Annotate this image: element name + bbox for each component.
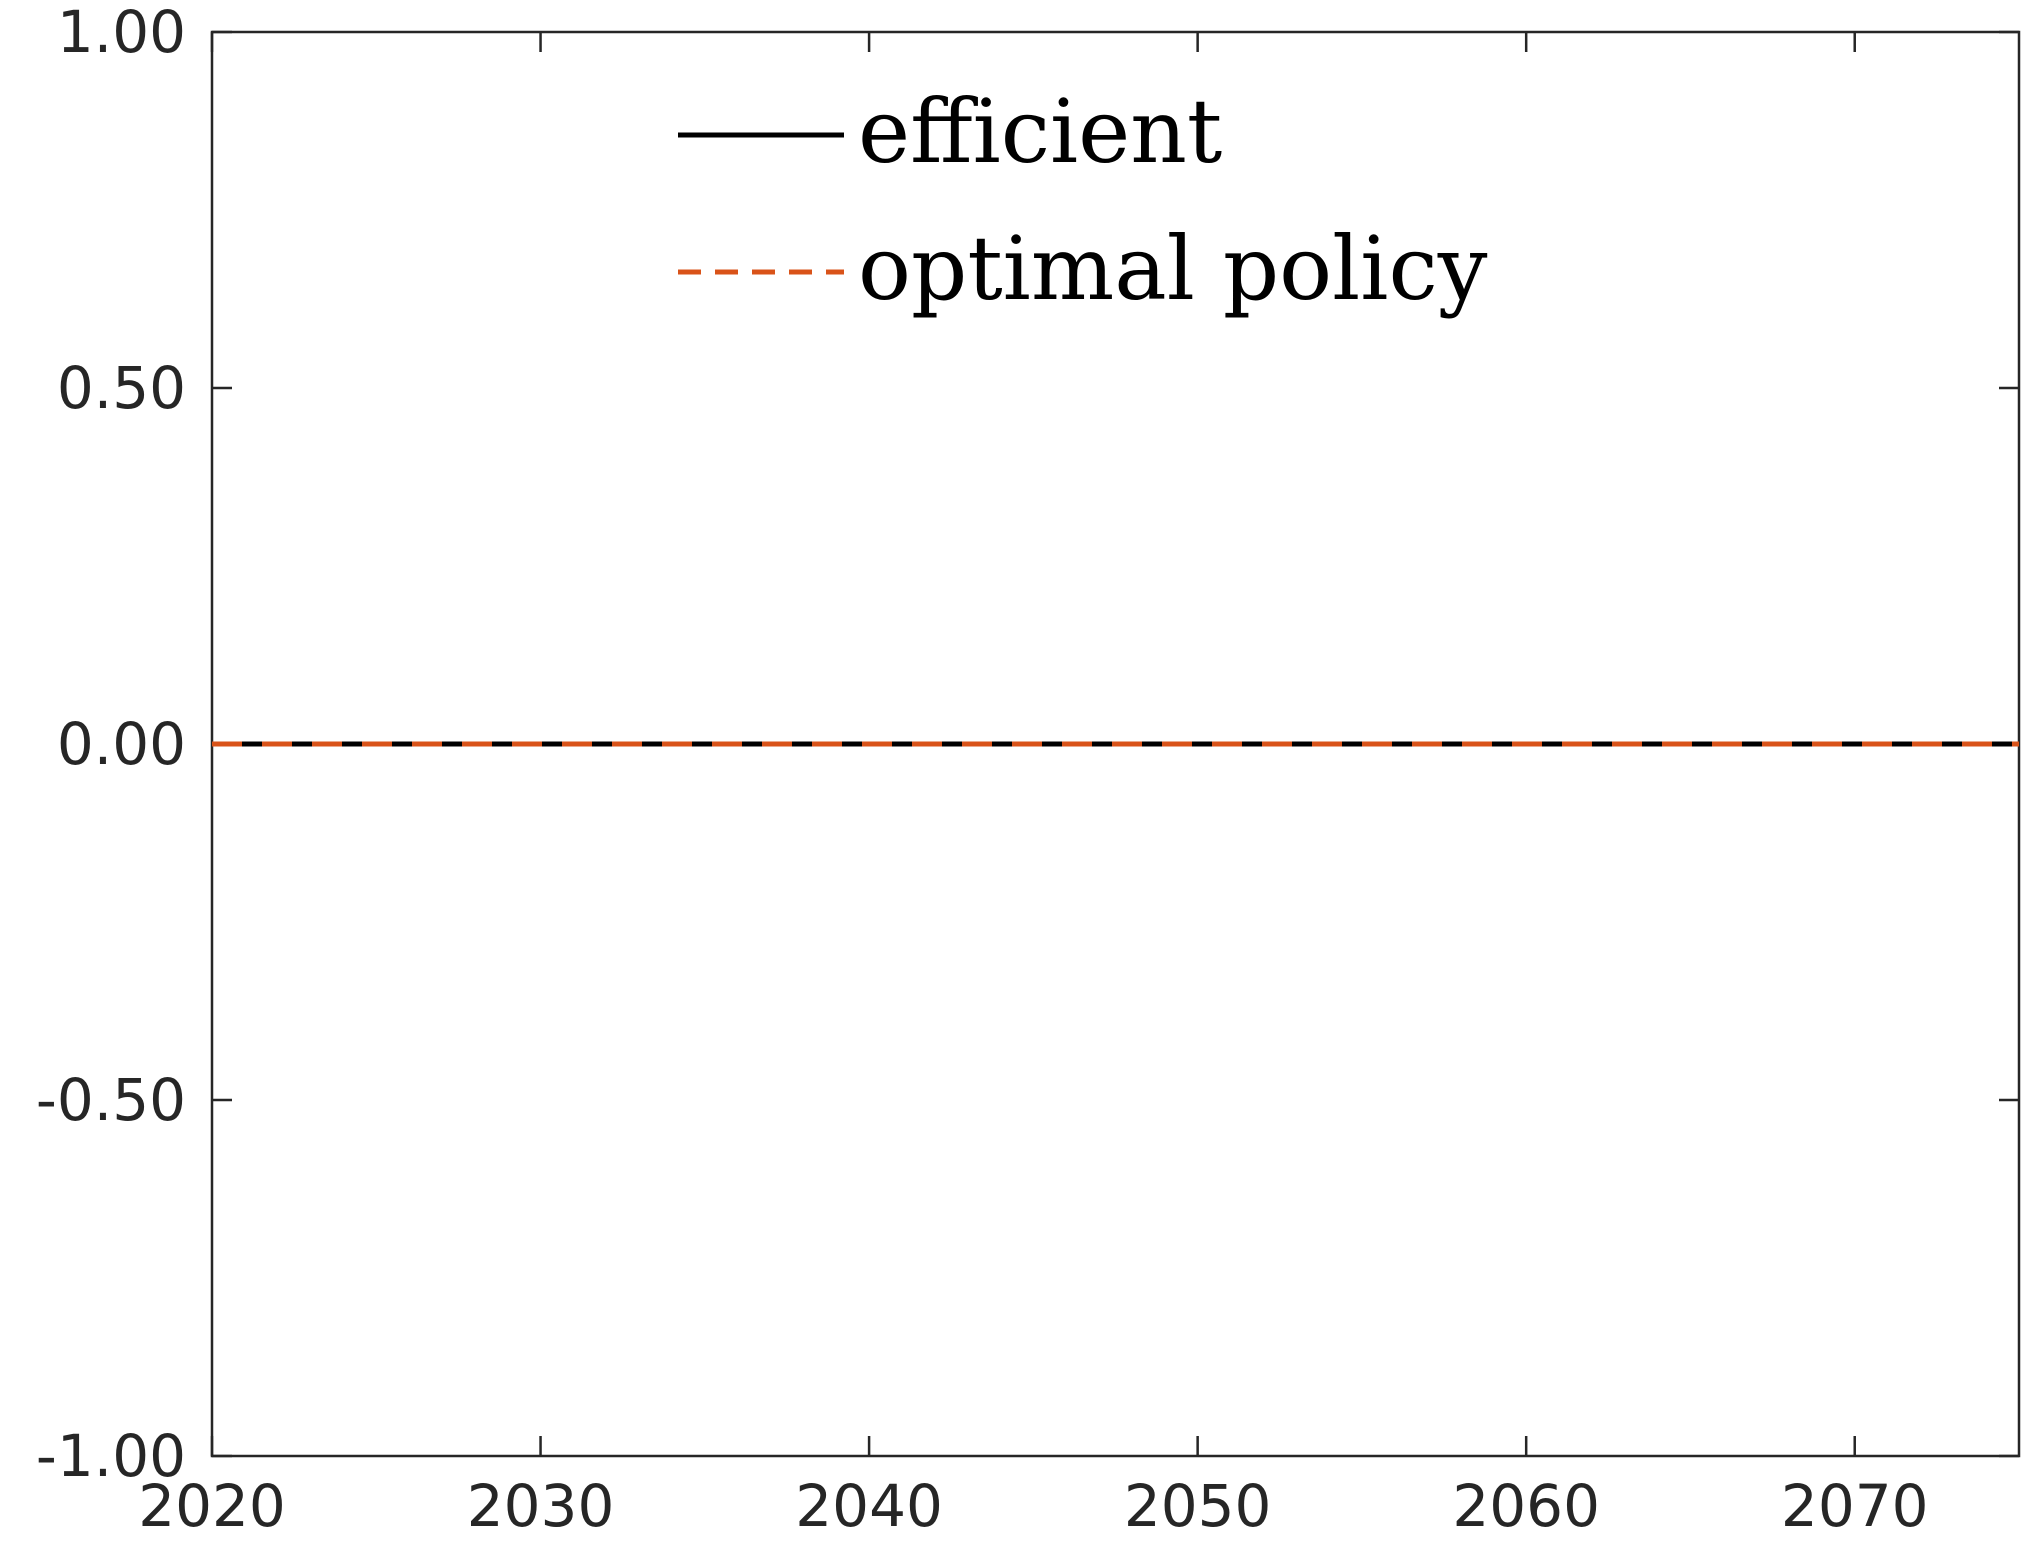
x-tick-label: 2050 [1124,1472,1272,1540]
legend: efficient optimal policy [678,80,1488,320]
y-tick-label: -0.50 [36,1066,186,1134]
y-axis: -1.00 -0.50 0.00 0.50 1.00 [36,0,2019,1490]
x-tick-label: 2020 [138,1472,286,1540]
x-axis: 2020 2030 2040 2050 2060 2070 [138,32,1929,1540]
y-tick-label: -1.00 [36,1422,186,1490]
x-tick-label: 2040 [795,1472,943,1540]
x-tick-label: 2030 [467,1472,615,1540]
legend-label: efficient [858,80,1222,183]
y-tick-label: 0.00 [57,710,186,778]
legend-label: optimal policy [858,217,1488,320]
y-tick-label: 1.00 [57,0,186,66]
y-tick-label: 0.50 [57,354,186,422]
x-tick-label: 2060 [1452,1472,1600,1540]
x-tick-label: 2070 [1781,1472,1929,1540]
